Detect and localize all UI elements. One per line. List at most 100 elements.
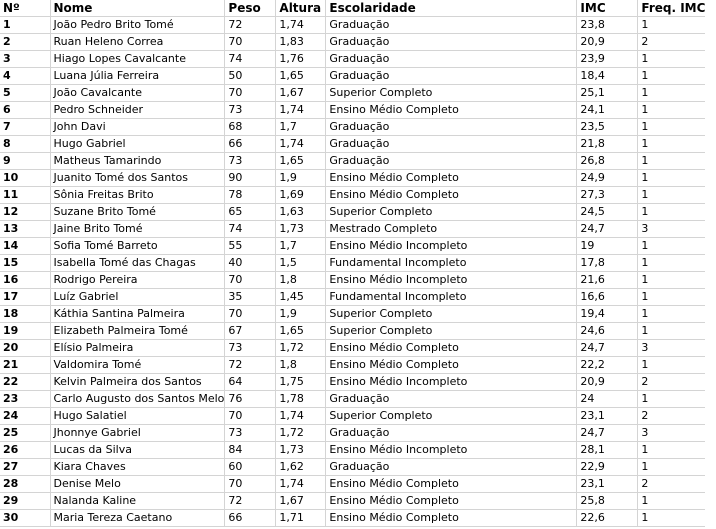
bmi-frequency-cell[interactable]: 1 [637, 118, 706, 136]
bmi-frequency-cell[interactable]: 3 [637, 339, 706, 357]
bmi-cell[interactable]: 24,7 [576, 220, 639, 238]
bmi-cell[interactable]: 23,1 [576, 407, 639, 425]
weight-cell[interactable]: 70 [224, 305, 277, 323]
bmi-frequency-cell[interactable]: 1 [637, 50, 706, 68]
number-cell[interactable]: 14 [0, 237, 51, 255]
education-cell[interactable]: Superior Completo [325, 322, 578, 340]
education-cell[interactable]: Graduação [325, 118, 578, 136]
bmi-cell[interactable]: 22,9 [576, 458, 639, 476]
number-cell[interactable]: 22 [0, 373, 51, 391]
bmi-frequency-cell[interactable]: 1 [637, 152, 706, 170]
bmi-cell[interactable]: 19,4 [576, 305, 639, 323]
bmi-frequency-cell[interactable]: 1 [637, 237, 706, 255]
bmi-frequency-cell[interactable]: 1 [637, 169, 706, 187]
weight-cell[interactable]: 70 [224, 33, 277, 51]
bmi-cell[interactable]: 21,6 [576, 271, 639, 289]
weight-cell[interactable]: 70 [224, 407, 277, 425]
weight-cell[interactable]: 60 [224, 458, 277, 476]
bmi-cell[interactable]: 16,6 [576, 288, 639, 306]
bmi-cell[interactable]: 28,1 [576, 441, 639, 459]
bmi-cell[interactable]: 24,5 [576, 203, 639, 221]
education-cell[interactable]: Graduação [325, 67, 578, 85]
height-cell[interactable]: 1,9 [275, 305, 327, 323]
weight-cell[interactable]: 68 [224, 118, 277, 136]
bmi-frequency-cell[interactable]: 1 [637, 288, 706, 306]
bmi-cell[interactable]: 26,8 [576, 152, 639, 170]
bmi-cell[interactable]: 27,3 [576, 186, 639, 204]
header-cell-education[interactable]: Escolaridade [325, 0, 578, 17]
height-cell[interactable]: 1,67 [275, 84, 327, 102]
bmi-cell[interactable]: 17,8 [576, 254, 639, 272]
bmi-cell[interactable]: 19 [576, 237, 639, 255]
weight-cell[interactable]: 50 [224, 67, 277, 85]
weight-cell[interactable]: 65 [224, 203, 277, 221]
education-cell[interactable]: Graduação [325, 33, 578, 51]
bmi-cell[interactable]: 22,6 [576, 509, 639, 527]
bmi-frequency-cell[interactable]: 1 [637, 322, 706, 340]
bmi-frequency-cell[interactable]: 2 [637, 407, 706, 425]
height-cell[interactable]: 1,65 [275, 322, 327, 340]
weight-cell[interactable]: 67 [224, 322, 277, 340]
number-cell[interactable]: 1 [0, 16, 51, 34]
header-cell-number[interactable]: Nº [0, 0, 51, 17]
education-cell[interactable]: Ensino Médio Completo [325, 169, 578, 187]
number-cell[interactable]: 7 [0, 118, 51, 136]
name-cell[interactable]: Valdomira Tomé [50, 356, 226, 374]
height-cell[interactable]: 1,72 [275, 339, 327, 357]
name-cell[interactable]: João Pedro Brito Tomé [50, 16, 226, 34]
bmi-cell[interactable]: 25,1 [576, 84, 639, 102]
number-cell[interactable]: 24 [0, 407, 51, 425]
number-cell[interactable]: 10 [0, 169, 51, 187]
education-cell[interactable]: Fundamental Incompleto [325, 254, 578, 272]
weight-cell[interactable]: 70 [224, 271, 277, 289]
weight-cell[interactable]: 72 [224, 16, 277, 34]
weight-cell[interactable]: 74 [224, 50, 277, 68]
education-cell[interactable]: Graduação [325, 152, 578, 170]
weight-cell[interactable]: 55 [224, 237, 277, 255]
name-cell[interactable]: Matheus Tamarindo [50, 152, 226, 170]
weight-cell[interactable]: 73 [224, 424, 277, 442]
name-cell[interactable]: Kiara Chaves [50, 458, 226, 476]
number-cell[interactable]: 25 [0, 424, 51, 442]
name-cell[interactable]: Suzane Brito Tomé [50, 203, 226, 221]
number-cell[interactable]: 21 [0, 356, 51, 374]
name-cell[interactable]: Káthia Santina Palmeira [50, 305, 226, 323]
name-cell[interactable]: Hugo Salatiel [50, 407, 226, 425]
name-cell[interactable]: John Davi [50, 118, 226, 136]
height-cell[interactable]: 1,7 [275, 237, 327, 255]
height-cell[interactable]: 1,76 [275, 50, 327, 68]
education-cell[interactable]: Graduação [325, 16, 578, 34]
education-cell[interactable]: Graduação [325, 458, 578, 476]
bmi-cell[interactable]: 24,7 [576, 424, 639, 442]
number-cell[interactable]: 4 [0, 67, 51, 85]
weight-cell[interactable]: 66 [224, 509, 277, 527]
number-cell[interactable]: 3 [0, 50, 51, 68]
name-cell[interactable]: Lucas da Silva [50, 441, 226, 459]
height-cell[interactable]: 1,74 [275, 101, 327, 119]
weight-cell[interactable]: 76 [224, 390, 277, 408]
bmi-frequency-cell[interactable]: 1 [637, 458, 706, 476]
bmi-frequency-cell[interactable]: 3 [637, 220, 706, 238]
height-cell[interactable]: 1,65 [275, 67, 327, 85]
name-cell[interactable]: Luíz Gabriel [50, 288, 226, 306]
education-cell[interactable]: Ensino Médio Completo [325, 509, 578, 527]
name-cell[interactable]: Isabella Tomé das Chagas [50, 254, 226, 272]
weight-cell[interactable]: 84 [224, 441, 277, 459]
weight-cell[interactable]: 35 [224, 288, 277, 306]
height-cell[interactable]: 1,7 [275, 118, 327, 136]
bmi-cell[interactable]: 24,9 [576, 169, 639, 187]
weight-cell[interactable]: 73 [224, 339, 277, 357]
bmi-frequency-cell[interactable]: 1 [637, 390, 706, 408]
education-cell[interactable]: Fundamental Incompleto [325, 288, 578, 306]
name-cell[interactable]: Elizabeth Palmeira Tomé [50, 322, 226, 340]
education-cell[interactable]: Mestrado Completo [325, 220, 578, 238]
number-cell[interactable]: 18 [0, 305, 51, 323]
bmi-frequency-cell[interactable]: 1 [637, 203, 706, 221]
bmi-frequency-cell[interactable]: 2 [637, 373, 706, 391]
name-cell[interactable]: Luana Júlia Ferreira [50, 67, 226, 85]
number-cell[interactable]: 27 [0, 458, 51, 476]
bmi-cell[interactable]: 23,1 [576, 475, 639, 493]
bmi-frequency-cell[interactable]: 1 [637, 84, 706, 102]
bmi-frequency-cell[interactable]: 1 [637, 441, 706, 459]
education-cell[interactable]: Graduação [325, 390, 578, 408]
